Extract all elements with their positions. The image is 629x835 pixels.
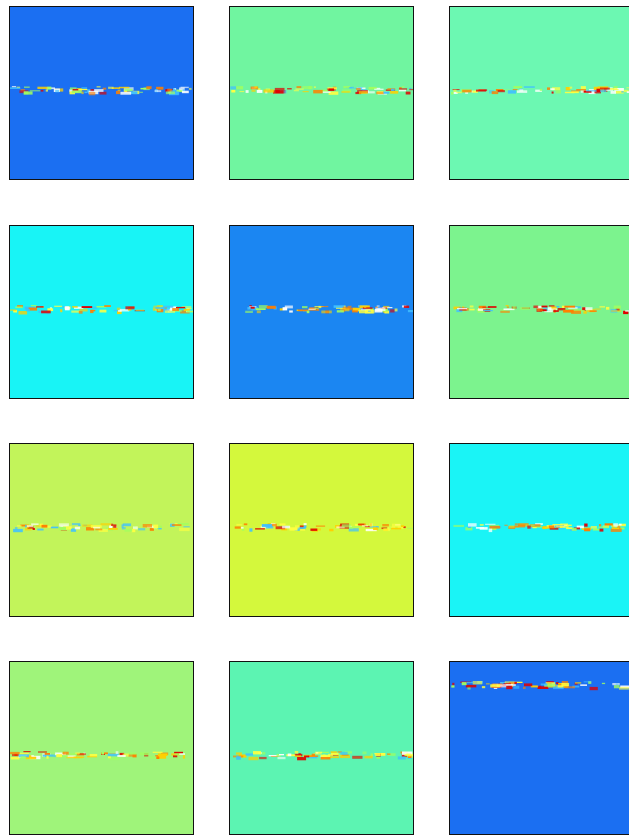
heatmap-panel bbox=[229, 225, 414, 399]
streak bbox=[453, 523, 626, 533]
heatmap-panel bbox=[9, 661, 194, 835]
streak bbox=[230, 86, 413, 95]
heatmap-panel bbox=[229, 6, 414, 180]
streak bbox=[233, 751, 413, 761]
streak bbox=[234, 523, 413, 532]
heatmap-panel bbox=[449, 6, 629, 180]
streak bbox=[245, 305, 413, 314]
streak bbox=[13, 523, 190, 533]
heatmap-panel bbox=[229, 443, 414, 617]
streak bbox=[10, 751, 186, 761]
heatmap-panel bbox=[449, 443, 629, 617]
streak bbox=[453, 305, 629, 315]
streak bbox=[451, 681, 629, 691]
heatmap-panel bbox=[9, 443, 194, 617]
heatmap-panel bbox=[449, 225, 629, 399]
streak bbox=[10, 305, 193, 315]
streak bbox=[10, 86, 192, 96]
streak bbox=[451, 86, 629, 95]
heatmap-panel bbox=[229, 661, 414, 835]
heatmap-panel bbox=[9, 225, 194, 399]
heatmap-panel bbox=[449, 661, 629, 835]
heatmap-panel bbox=[9, 6, 194, 180]
